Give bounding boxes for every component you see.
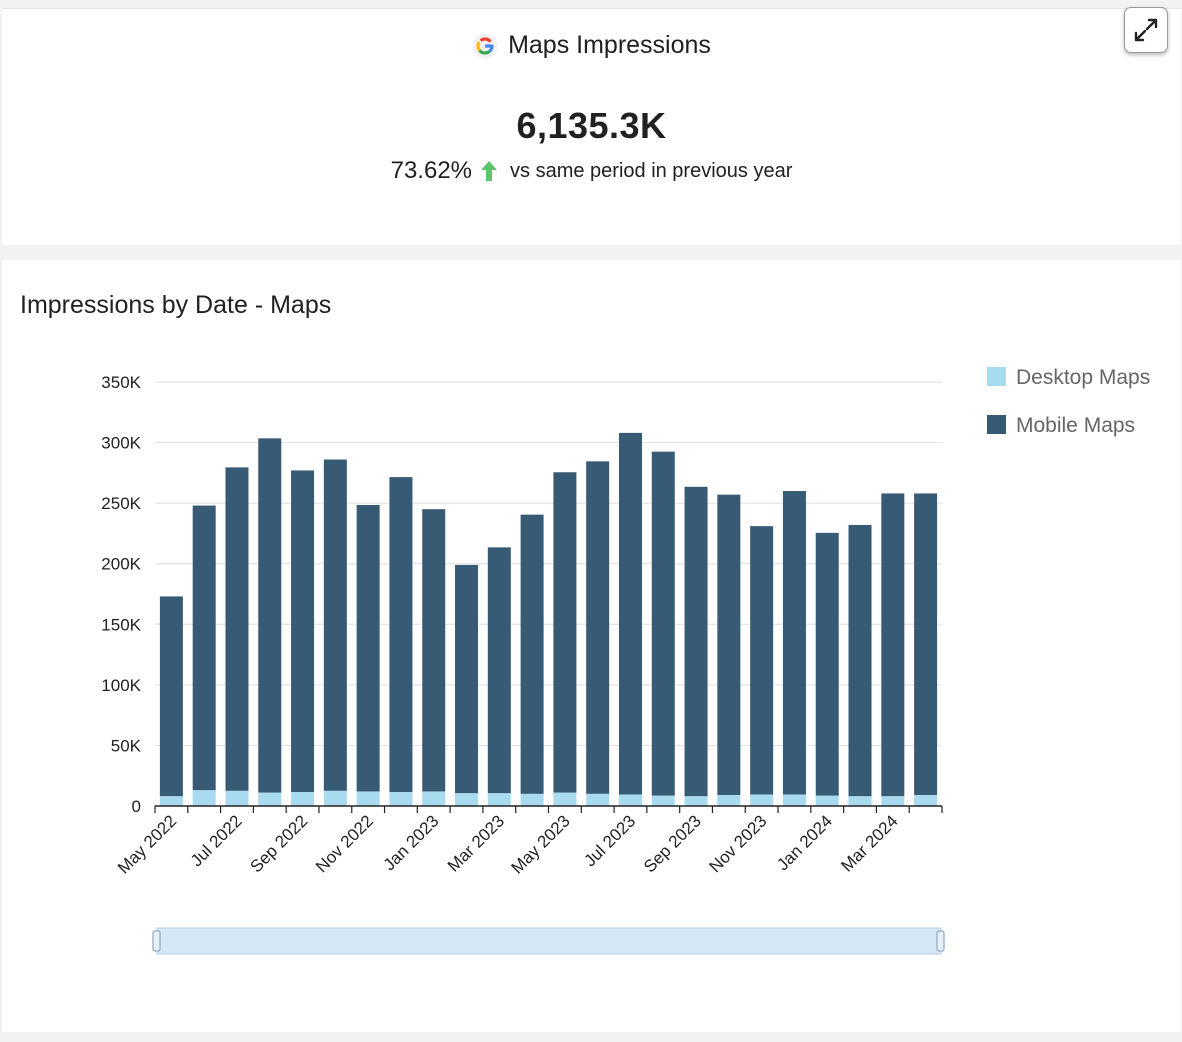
bar-desktop-maps xyxy=(651,795,675,806)
bar-desktop-maps xyxy=(356,791,380,806)
bar-mobile-maps xyxy=(258,438,282,793)
bar-desktop-maps xyxy=(750,794,774,806)
kpi-change-row: 73.62% vs same period in previous year xyxy=(2,157,1181,185)
y-tick-label: 250K xyxy=(101,494,141,513)
bar-mobile-maps xyxy=(356,504,380,792)
bar-mobile-maps xyxy=(651,451,675,796)
bar-desktop-maps xyxy=(586,793,610,806)
bar-desktop-maps xyxy=(684,796,708,806)
x-tick-label: Jul 2022 xyxy=(187,811,246,870)
y-tick-label: 150K xyxy=(101,615,141,634)
range-slider-right-handle[interactable] xyxy=(936,930,945,952)
bar-mobile-maps xyxy=(291,470,315,793)
bar-desktop-maps xyxy=(782,794,806,806)
x-tick-label: Jan 2024 xyxy=(773,811,836,874)
bar-desktop-maps xyxy=(258,792,282,806)
kpi-card: Maps Impressions 6,135.3K 73.62% vs same… xyxy=(2,7,1181,245)
bar-desktop-maps xyxy=(225,790,249,806)
legend-label-desktop[interactable]: Desktop Maps xyxy=(1016,366,1150,389)
bar-mobile-maps xyxy=(750,526,774,795)
bar-mobile-maps xyxy=(323,459,347,791)
bar-desktop-maps xyxy=(487,793,511,806)
bar-mobile-maps xyxy=(586,461,610,794)
bar-desktop-maps xyxy=(520,793,544,806)
bar-mobile-maps xyxy=(848,524,872,797)
bar-mobile-maps xyxy=(225,467,249,791)
kpi-change-percent: 73.62% xyxy=(390,157,473,184)
bar-mobile-maps xyxy=(487,547,511,794)
x-tick-label: Nov 2022 xyxy=(312,811,377,876)
bar-mobile-maps xyxy=(455,564,479,794)
chart-card: Impressions by Date - Maps 0 50K 100K 150K 2… xyxy=(2,260,1181,1032)
bar-desktop-maps xyxy=(881,796,905,806)
range-slider-left-handle[interactable] xyxy=(152,930,161,952)
bar-mobile-maps xyxy=(684,486,708,797)
legend-swatch-mobile[interactable] xyxy=(987,415,1006,434)
bar-desktop-maps xyxy=(159,796,183,806)
bar-desktop-maps xyxy=(553,792,577,806)
bar-desktop-maps xyxy=(389,792,413,806)
range-slider-track[interactable] xyxy=(156,927,942,955)
bar-desktop-maps xyxy=(848,796,872,806)
kpi-value: 6,135.3K xyxy=(516,105,667,146)
x-tick-label: Nov 2023 xyxy=(706,811,771,876)
y-tick-label: 300K xyxy=(101,434,141,453)
google-icon xyxy=(472,33,498,58)
bar-mobile-maps xyxy=(159,596,183,797)
x-tick-label: Mar 2024 xyxy=(837,811,901,875)
kpi-title-row: Maps Impressions xyxy=(2,31,1181,60)
x-tick-label: Sep 2023 xyxy=(640,811,705,876)
legend-swatch-desktop[interactable] xyxy=(987,367,1006,386)
x-tick-label: Mar 2023 xyxy=(444,811,508,875)
y-tick-label: 350K xyxy=(101,373,141,392)
bar-mobile-maps xyxy=(881,493,905,797)
y-tick-label: 50K xyxy=(111,736,142,755)
kpi-title: Maps Impressions xyxy=(508,31,711,59)
bar-mobile-maps xyxy=(717,494,741,796)
y-tick-label: 0 xyxy=(132,797,141,816)
bar-mobile-maps xyxy=(782,491,806,795)
bar-desktop-maps xyxy=(914,795,938,806)
bar-mobile-maps xyxy=(520,514,544,794)
bar-desktop-maps xyxy=(192,790,216,806)
bar-mobile-maps xyxy=(389,477,413,793)
expand-button[interactable] xyxy=(1124,7,1168,53)
bar-mobile-maps xyxy=(618,432,642,795)
bar-desktop-maps xyxy=(422,791,446,806)
bar-mobile-maps xyxy=(553,472,577,793)
bar-desktop-maps xyxy=(323,790,347,806)
y-tick-label: 200K xyxy=(101,555,141,574)
bar-desktop-maps xyxy=(717,795,741,806)
x-tick-label: Jul 2023 xyxy=(580,811,639,870)
x-tick-label: May 2023 xyxy=(507,811,573,877)
kpi-comparison-text: vs same period in previous year xyxy=(510,159,793,182)
bar-mobile-maps xyxy=(192,505,216,791)
x-tick-label: Jan 2023 xyxy=(380,811,443,874)
bar-desktop-maps xyxy=(815,795,839,806)
legend-label-mobile[interactable]: Mobile Maps xyxy=(1016,414,1135,437)
x-tick-label: May 2022 xyxy=(114,811,180,877)
x-tick-label: Sep 2022 xyxy=(246,811,311,876)
chart-title: Impressions by Date - Maps xyxy=(20,291,332,319)
bar-mobile-maps xyxy=(815,532,839,796)
y-tick-label: 100K xyxy=(101,676,141,695)
arrow-up-icon xyxy=(481,161,498,181)
bar-desktop-maps xyxy=(618,794,642,806)
expand-icon xyxy=(1134,18,1158,42)
bar-desktop-maps xyxy=(455,793,479,806)
bar-mobile-maps xyxy=(914,493,938,796)
bar-desktop-maps xyxy=(291,792,315,806)
bar-mobile-maps xyxy=(422,509,446,792)
